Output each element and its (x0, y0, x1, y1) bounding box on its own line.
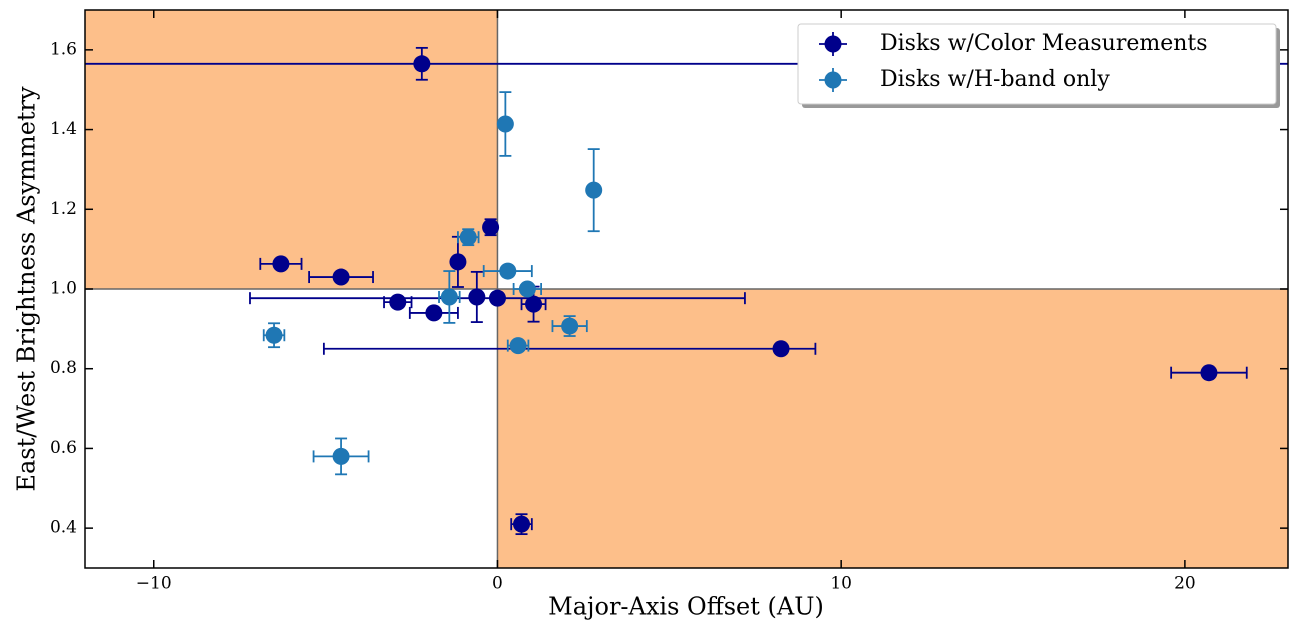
point (561, 317, 579, 335)
y-axis-label: East/West Brightness Asymmetry (13, 86, 41, 492)
y-tick-label: 0.4 (50, 518, 77, 538)
legend-box (797, 23, 1277, 105)
x-axis-label: Major-Axis Offset (AU) (548, 593, 824, 621)
shaded-region (85, 10, 498, 289)
x-tick-label: −10 (136, 574, 172, 594)
point (496, 115, 514, 133)
axes: −10 0 10 20 0.4 0.6 0.8 1.0 1.2 1.4 1.6 (50, 9, 1289, 594)
point (272, 255, 290, 273)
y-tick-label: 1.4 (50, 119, 77, 139)
legend-marker (824, 35, 842, 53)
y-tick-label: 1.2 (50, 199, 77, 219)
point (468, 288, 486, 306)
point (332, 268, 350, 286)
point (389, 293, 407, 311)
point (499, 262, 517, 280)
legend-label: Disks w/Color Measurements (880, 31, 1208, 56)
y-tick-label: 0.6 (50, 438, 77, 458)
point (488, 289, 506, 307)
point (525, 295, 543, 313)
point (413, 55, 431, 73)
x-tick-label: 20 (1174, 574, 1196, 594)
legend-marker (824, 71, 842, 89)
point (585, 181, 603, 199)
point (449, 253, 467, 271)
y-tick-label: 0.8 (50, 358, 77, 378)
point (1200, 364, 1218, 382)
point (772, 340, 790, 358)
y-tick-label: 1.6 (50, 39, 77, 59)
shaded-region (497, 289, 1288, 568)
y-tick-label: 1.0 (50, 279, 77, 299)
point (459, 228, 477, 246)
legend: Disks w/Color Measurements Disks w/H-band… (797, 23, 1280, 108)
point (518, 280, 536, 298)
x-tick-label: 10 (830, 574, 852, 594)
point (513, 515, 531, 533)
x-tick-label: 0 (492, 574, 503, 594)
point (440, 288, 458, 306)
point (509, 337, 527, 355)
point (332, 447, 350, 465)
legend-label: Disks w/H-band only (880, 67, 1110, 92)
point (265, 326, 283, 344)
point (425, 304, 443, 322)
plot-area (85, 10, 1288, 568)
point (482, 218, 500, 236)
